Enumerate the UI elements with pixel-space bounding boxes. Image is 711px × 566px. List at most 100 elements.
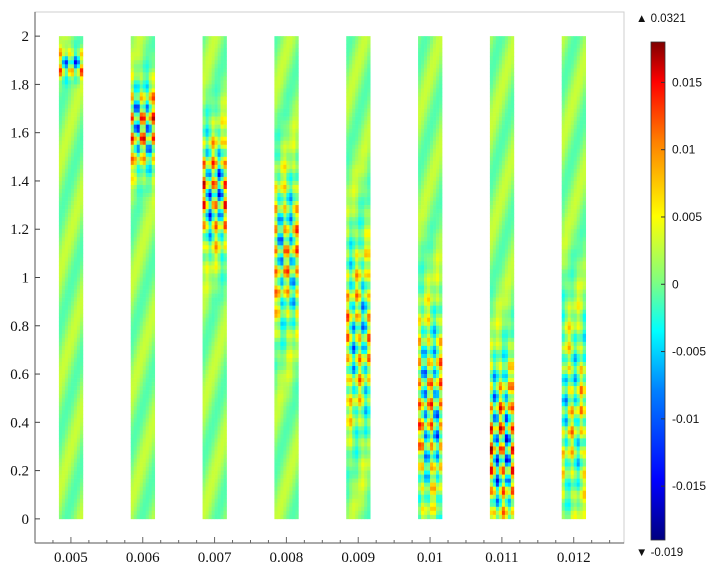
strip-cell (151, 454, 156, 459)
strip-cell (205, 76, 209, 81)
strip-cell (142, 160, 147, 166)
strip-cell (151, 382, 156, 387)
strip-cell (352, 410, 356, 415)
strip-cell (133, 442, 138, 447)
strip-cell (73, 201, 78, 206)
strip-cell (70, 217, 75, 222)
strip-cell (361, 84, 365, 89)
strip-cell (367, 205, 371, 210)
strip-cell (274, 92, 278, 97)
strip-cell (283, 100, 287, 105)
strip-cell (361, 329, 365, 335)
strip-cell (142, 470, 147, 475)
strip-cell (79, 277, 84, 282)
strip-cell (424, 40, 428, 45)
strip-cell (133, 241, 138, 246)
strip-cell (148, 514, 153, 520)
strip-cell (289, 490, 293, 496)
strip-cell (145, 297, 150, 302)
strip-cell (142, 88, 147, 93)
strip-cell (139, 168, 144, 174)
strip-cell (130, 60, 135, 65)
strip-cell (70, 309, 75, 314)
strip-cell (355, 510, 359, 516)
strip-cell (418, 80, 422, 85)
strip-cell (76, 100, 81, 105)
strip-cell (214, 221, 218, 226)
strip-cell (352, 265, 356, 270)
strip-cell (286, 333, 290, 339)
strip-cell (130, 120, 135, 125)
strip-cell (355, 370, 359, 375)
strip-cell (349, 386, 353, 391)
strip-cell (283, 410, 287, 415)
strip-cell (289, 458, 293, 463)
strip-cell (136, 410, 141, 415)
strip-cell (364, 233, 368, 238)
strip-cell (142, 438, 147, 443)
strip-cell (286, 374, 290, 379)
strip-cell (58, 285, 63, 290)
strip-cell (364, 293, 368, 298)
strip-cell (367, 152, 371, 158)
strip-cell (220, 386, 224, 391)
strip-cell (346, 48, 350, 53)
strip-cell (223, 462, 227, 467)
strip-cell (73, 394, 78, 399)
strip-cell (292, 144, 296, 150)
strip-cell (136, 76, 141, 81)
strip-cell (76, 221, 81, 226)
strip-cell (208, 297, 212, 302)
strip-cell (205, 265, 209, 270)
strip-cell (289, 72, 293, 77)
strip-cell (274, 289, 278, 294)
strip-cell (151, 402, 156, 407)
strip-cell (202, 68, 206, 73)
strip-cell (220, 297, 224, 302)
strip-cell (355, 301, 359, 306)
strip-cell (274, 333, 278, 339)
strip-cell (274, 446, 278, 451)
strip-cell (277, 172, 281, 178)
strip-cell (436, 68, 440, 73)
strip-cell (145, 478, 150, 483)
strip-cell (352, 253, 356, 258)
strip-cell (361, 349, 365, 355)
strip-cell (142, 100, 147, 105)
strip-cell (289, 241, 293, 246)
strip-cell (274, 442, 278, 447)
strip-cell (208, 116, 212, 121)
strip-cell (133, 349, 138, 355)
strip-cell (436, 88, 440, 93)
strip-cell (355, 229, 359, 234)
strip-cell (277, 209, 281, 214)
strip-cell (205, 44, 209, 49)
strip-cell (79, 458, 84, 463)
strip-cell (211, 112, 215, 117)
strip-cell (367, 104, 371, 109)
strip-cell (223, 390, 227, 395)
strip-cell (151, 446, 156, 451)
strip-cell (142, 180, 147, 186)
strip-cell (148, 164, 153, 170)
strip-cell (142, 168, 147, 174)
strip-cell (274, 193, 278, 198)
strip-cell (211, 209, 215, 214)
strip-cell (220, 116, 224, 121)
strip-cell (364, 482, 368, 487)
strip-cell (70, 321, 75, 327)
strip-cell (151, 341, 156, 347)
strip-cell (67, 390, 72, 395)
strip-cell (145, 172, 150, 178)
strip-cell (73, 225, 78, 230)
strip-0.008 (274, 36, 299, 520)
strip-cell (295, 341, 299, 347)
strip-cell (76, 321, 81, 327)
strip-cell (361, 293, 365, 298)
strip-cell (151, 176, 156, 182)
strip-cell (64, 422, 69, 427)
strip-cell (430, 128, 434, 133)
strip-cell (364, 510, 368, 516)
strip-cell (358, 148, 362, 154)
strip-cell (220, 112, 224, 117)
